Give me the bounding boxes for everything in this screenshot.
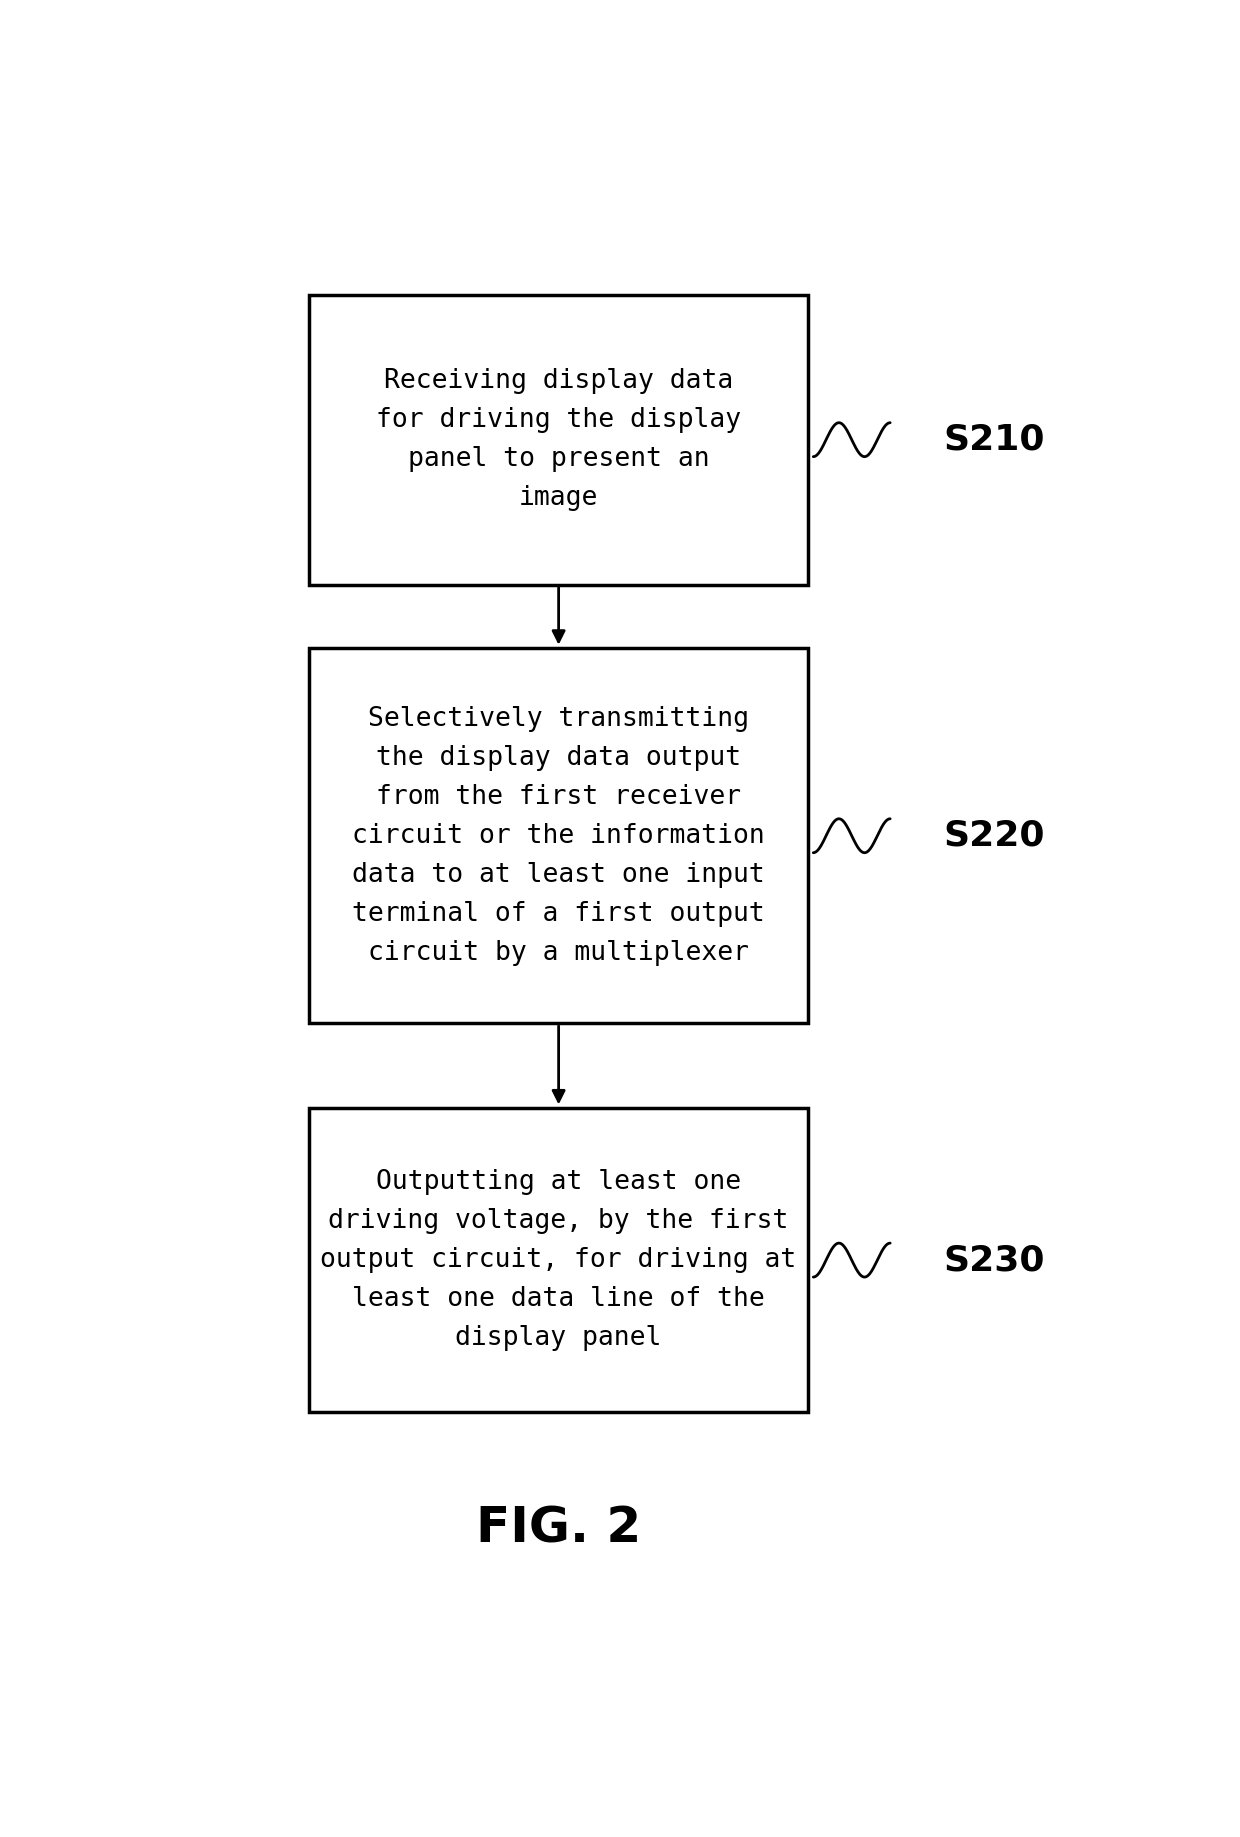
Bar [309, 648, 808, 1023]
Text: Selectively transmitting
the display data output
from the first receiver
circuit: Selectively transmitting the display dat… [352, 705, 765, 966]
Text: Outputting at least one
driving voltage, by the first
output circuit, for drivin: Outputting at least one driving voltage,… [320, 1168, 797, 1350]
Text: FIG. 2: FIG. 2 [476, 1505, 641, 1552]
Text: S210: S210 [942, 423, 1044, 457]
Bar [309, 294, 808, 584]
Bar [309, 1108, 808, 1413]
Text: S230: S230 [942, 1244, 1044, 1277]
Text: S220: S220 [942, 819, 1044, 852]
Text: Receiving display data
for driving the display
panel to present an
image: Receiving display data for driving the d… [376, 367, 742, 511]
